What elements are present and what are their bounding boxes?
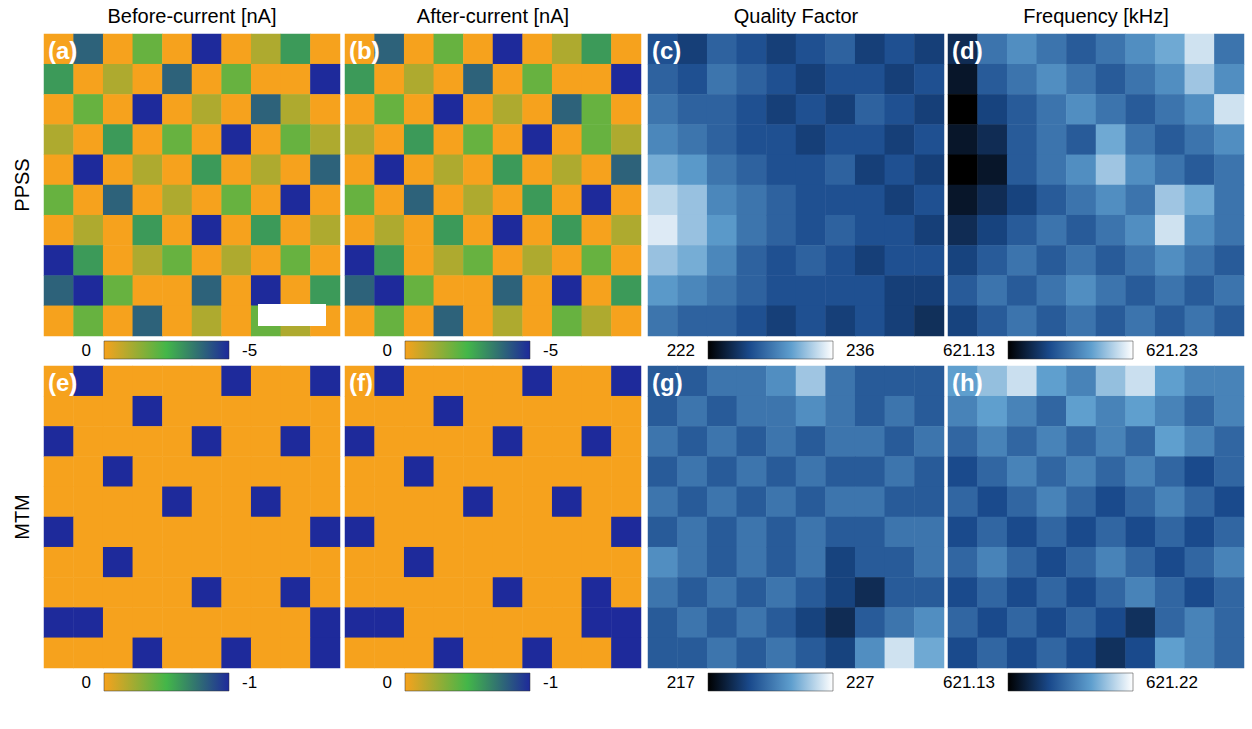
svg-text:(h): (h) [952, 369, 983, 396]
svg-text:227: 227 [846, 673, 874, 692]
svg-text:0: 0 [383, 341, 392, 360]
svg-text:-1: -1 [543, 673, 558, 692]
svg-text:(e): (e) [48, 369, 77, 396]
svg-text:After-current [nA]: After-current [nA] [417, 5, 569, 27]
svg-text:-5: -5 [242, 341, 257, 360]
svg-text:(d): (d) [952, 37, 983, 64]
svg-text:(c): (c) [652, 37, 681, 64]
svg-text:236: 236 [846, 341, 874, 360]
svg-text:PPSS: PPSS [11, 158, 33, 211]
svg-text:Quality Factor: Quality Factor [734, 5, 859, 27]
svg-text:Frequency [kHz]: Frequency [kHz] [1023, 5, 1169, 27]
svg-text:0: 0 [383, 673, 392, 692]
svg-text:217: 217 [667, 673, 695, 692]
svg-text:621.22: 621.22 [1146, 673, 1198, 692]
svg-text:Before-current [nA]: Before-current [nA] [108, 5, 277, 27]
svg-text:(a): (a) [48, 37, 77, 64]
svg-text:621.13: 621.13 [943, 341, 995, 360]
svg-text:621.23: 621.23 [1146, 341, 1198, 360]
svg-text:-1: -1 [242, 673, 257, 692]
svg-text:222: 222 [667, 341, 695, 360]
svg-text:0: 0 [82, 341, 91, 360]
svg-text:621.13: 621.13 [943, 673, 995, 692]
svg-text:0: 0 [82, 673, 91, 692]
svg-text:MTM: MTM [11, 494, 33, 540]
svg-text:(b): (b) [349, 37, 380, 64]
svg-text:(f): (f) [349, 369, 373, 396]
svg-text:-5: -5 [543, 341, 558, 360]
svg-text:(g): (g) [652, 369, 683, 396]
